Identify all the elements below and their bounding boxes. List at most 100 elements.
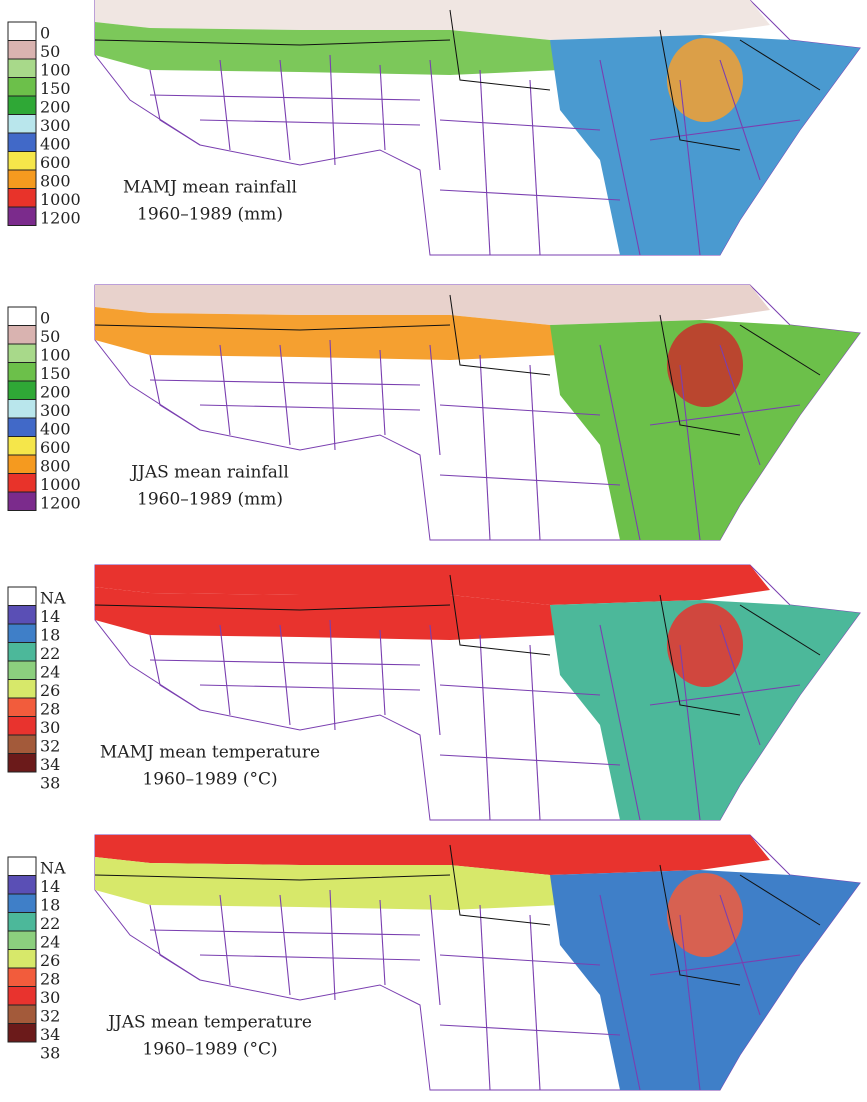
legend-label: 800 <box>40 172 71 191</box>
legend-swatch <box>8 59 36 78</box>
legend-label: NA <box>40 859 66 878</box>
legend-label: 22 <box>40 914 60 933</box>
panel: 05010015020030040060080010001200 MAMJ mea… <box>8 0 860 255</box>
highland-region <box>667 873 743 957</box>
legend-label: 18 <box>40 626 60 645</box>
legend-label: 600 <box>40 438 71 457</box>
legend-swatch <box>8 455 36 474</box>
legend-swatch <box>8 987 36 1006</box>
legend-swatch <box>8 22 36 41</box>
legend-swatch <box>8 894 36 913</box>
legend-label: 30 <box>40 718 60 737</box>
legend-swatch <box>8 624 36 643</box>
legend-swatch <box>8 931 36 950</box>
legend-label: 28 <box>40 970 60 989</box>
legend-label: 24 <box>40 933 60 952</box>
legend-swatch <box>8 968 36 987</box>
caption: MAMJ mean rainfall <box>123 178 297 198</box>
legend-label: 400 <box>40 135 71 154</box>
legend-swatch <box>8 735 36 754</box>
legend-swatch <box>8 437 36 456</box>
legend-label: 400 <box>40 420 71 439</box>
legend-swatch <box>8 754 36 773</box>
legend-label: 0 <box>40 309 50 328</box>
legend-swatch <box>8 913 36 932</box>
legend-swatch <box>8 344 36 363</box>
caption: 1960–1989 (°C) <box>142 1040 277 1060</box>
legend-swatch <box>8 1005 36 1024</box>
caption: 1960–1989 (mm) <box>137 205 283 225</box>
legend-swatch <box>8 41 36 60</box>
caption: 1960–1989 (°C) <box>142 770 277 790</box>
legend-swatch <box>8 326 36 345</box>
legend-swatch <box>8 643 36 662</box>
legend-label: 1200 <box>40 209 81 228</box>
legend-label: 34 <box>40 1025 60 1044</box>
highland-region <box>667 323 743 407</box>
legend-label: NA <box>40 589 66 608</box>
legend-swatch <box>8 96 36 115</box>
legend-label: 30 <box>40 988 60 1007</box>
legend-swatch <box>8 307 36 326</box>
panel: 05010015020030040060080010001200JJAS mea… <box>8 285 860 540</box>
legend-swatch <box>8 170 36 189</box>
legend-label: 1000 <box>40 475 81 494</box>
legend-swatch <box>8 363 36 382</box>
legend-label: 300 <box>40 116 71 135</box>
legend-label: 14 <box>40 607 60 626</box>
legend-label: 50 <box>40 42 60 61</box>
caption: MAMJ mean temperature <box>100 743 320 763</box>
legend-swatch <box>8 717 36 736</box>
legend-swatch <box>8 587 36 606</box>
legend-label: 200 <box>40 383 71 402</box>
legend-swatch <box>8 698 36 717</box>
legend-label: 18 <box>40 896 60 915</box>
legend-label: 0 <box>40 24 50 43</box>
legend-label: 26 <box>40 951 60 970</box>
legend-swatch <box>8 115 36 134</box>
legend-swatch <box>8 492 36 511</box>
legend-swatch <box>8 876 36 895</box>
legend-swatch <box>8 381 36 400</box>
legend-swatch <box>8 857 36 876</box>
page: Seasonal rainfall and temperature maps h… <box>0 0 867 1102</box>
page-body: {"panels": [ {"legend": {"labels": ["0",… <box>0 0 867 1102</box>
legend-label: 22 <box>40 644 60 663</box>
highland-region <box>667 38 743 122</box>
caption: JJAS mean rainfall <box>129 463 289 483</box>
legend-label: 600 <box>40 153 71 172</box>
legend-swatch <box>8 133 36 152</box>
legend-label: 150 <box>40 79 71 98</box>
legend-label: 24 <box>40 663 60 682</box>
legend-label: 1200 <box>40 494 81 513</box>
caption: 1960–1989 (mm) <box>137 490 283 510</box>
legend-swatch <box>8 1024 36 1043</box>
legend-label: 34 <box>40 755 60 774</box>
legend-swatch <box>8 606 36 625</box>
legend-label: 100 <box>40 61 71 80</box>
figure: 05010015020030040060080010001200MAMJ mea… <box>0 0 867 1102</box>
legend-swatch <box>8 680 36 699</box>
legend-swatch <box>8 152 36 171</box>
panel: NA14182224262830323438JJAS mean temperat… <box>8 835 860 1090</box>
legend-label: 28 <box>40 700 60 719</box>
legend-label: 32 <box>40 737 60 756</box>
legend-label: 200 <box>40 98 71 117</box>
highland-region <box>667 603 743 687</box>
legend-label: 26 <box>40 681 60 700</box>
legend-swatch <box>8 400 36 419</box>
legend-label: 38 <box>40 1044 60 1063</box>
legend-label: 300 <box>40 401 71 420</box>
legend-swatch <box>8 474 36 493</box>
caption: JJAS mean temperature <box>106 1013 312 1033</box>
legend-label: 100 <box>40 346 71 365</box>
legend-label: 1000 <box>40 190 81 209</box>
legend-label: 38 <box>40 774 60 793</box>
legend-label: 14 <box>40 877 60 896</box>
legend-label: 800 <box>40 457 71 476</box>
legend-swatch <box>8 950 36 969</box>
legend-swatch <box>8 189 36 208</box>
legend-label: 50 <box>40 327 60 346</box>
legend-swatch <box>8 661 36 680</box>
